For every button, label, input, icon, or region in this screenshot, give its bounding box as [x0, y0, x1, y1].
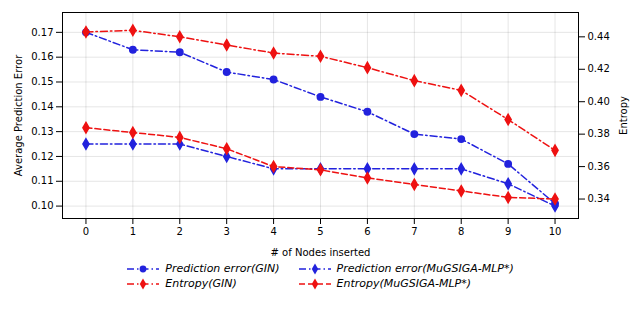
- svg-text:0: 0: [83, 226, 89, 237]
- html-text:Prediction error(GIN): Prediction error(GIN): [165, 262, 280, 275]
- svg-text:0.13: 0.13: [31, 126, 53, 137]
- svg-text:6: 6: [364, 226, 370, 237]
- svg-text:Entropy: Entropy: [618, 96, 629, 135]
- svg-text:0.12: 0.12: [31, 151, 53, 162]
- svg-text:0.34: 0.34: [588, 193, 610, 204]
- svg-text:0.11: 0.11: [31, 175, 53, 186]
- svg-text:1: 1: [130, 226, 136, 237]
- svg-text:Average Prediction Error: Average Prediction Error: [13, 54, 24, 176]
- svg-text:# of Nodes inserted: # of Nodes inserted: [271, 247, 371, 258]
- svg-text:10: 10: [549, 226, 562, 237]
- html-text:Entropy(GIN): Entropy(GIN): [165, 277, 237, 290]
- svg-text:0.36: 0.36: [588, 161, 610, 172]
- svg-text:0.44: 0.44: [588, 31, 610, 42]
- svg-text:0.42: 0.42: [588, 63, 610, 74]
- svg-text:0.15: 0.15: [31, 76, 53, 87]
- svg-text:0.38: 0.38: [588, 128, 610, 139]
- svg-text:8: 8: [458, 226, 464, 237]
- svg-text:2: 2: [177, 226, 183, 237]
- svg-text:5: 5: [317, 226, 323, 237]
- html-text:Entropy(MuGSIGA-MLP*): Entropy(MuGSIGA-MLP*): [336, 277, 471, 290]
- svg-text:7: 7: [411, 226, 417, 237]
- svg-text:0.10: 0.10: [31, 200, 53, 211]
- html-text:Prediction error(MuGSIGA-MLP*): Prediction error(MuGSIGA-MLP*): [336, 262, 514, 275]
- svg-text:3: 3: [223, 226, 229, 237]
- svg-text:0.14: 0.14: [31, 101, 53, 112]
- svg-text:0.16: 0.16: [31, 51, 53, 62]
- svg-text:0.40: 0.40: [588, 96, 610, 107]
- svg-text:9: 9: [505, 226, 511, 237]
- svg-text:0.17: 0.17: [31, 27, 53, 38]
- svg-text:4: 4: [270, 226, 276, 237]
